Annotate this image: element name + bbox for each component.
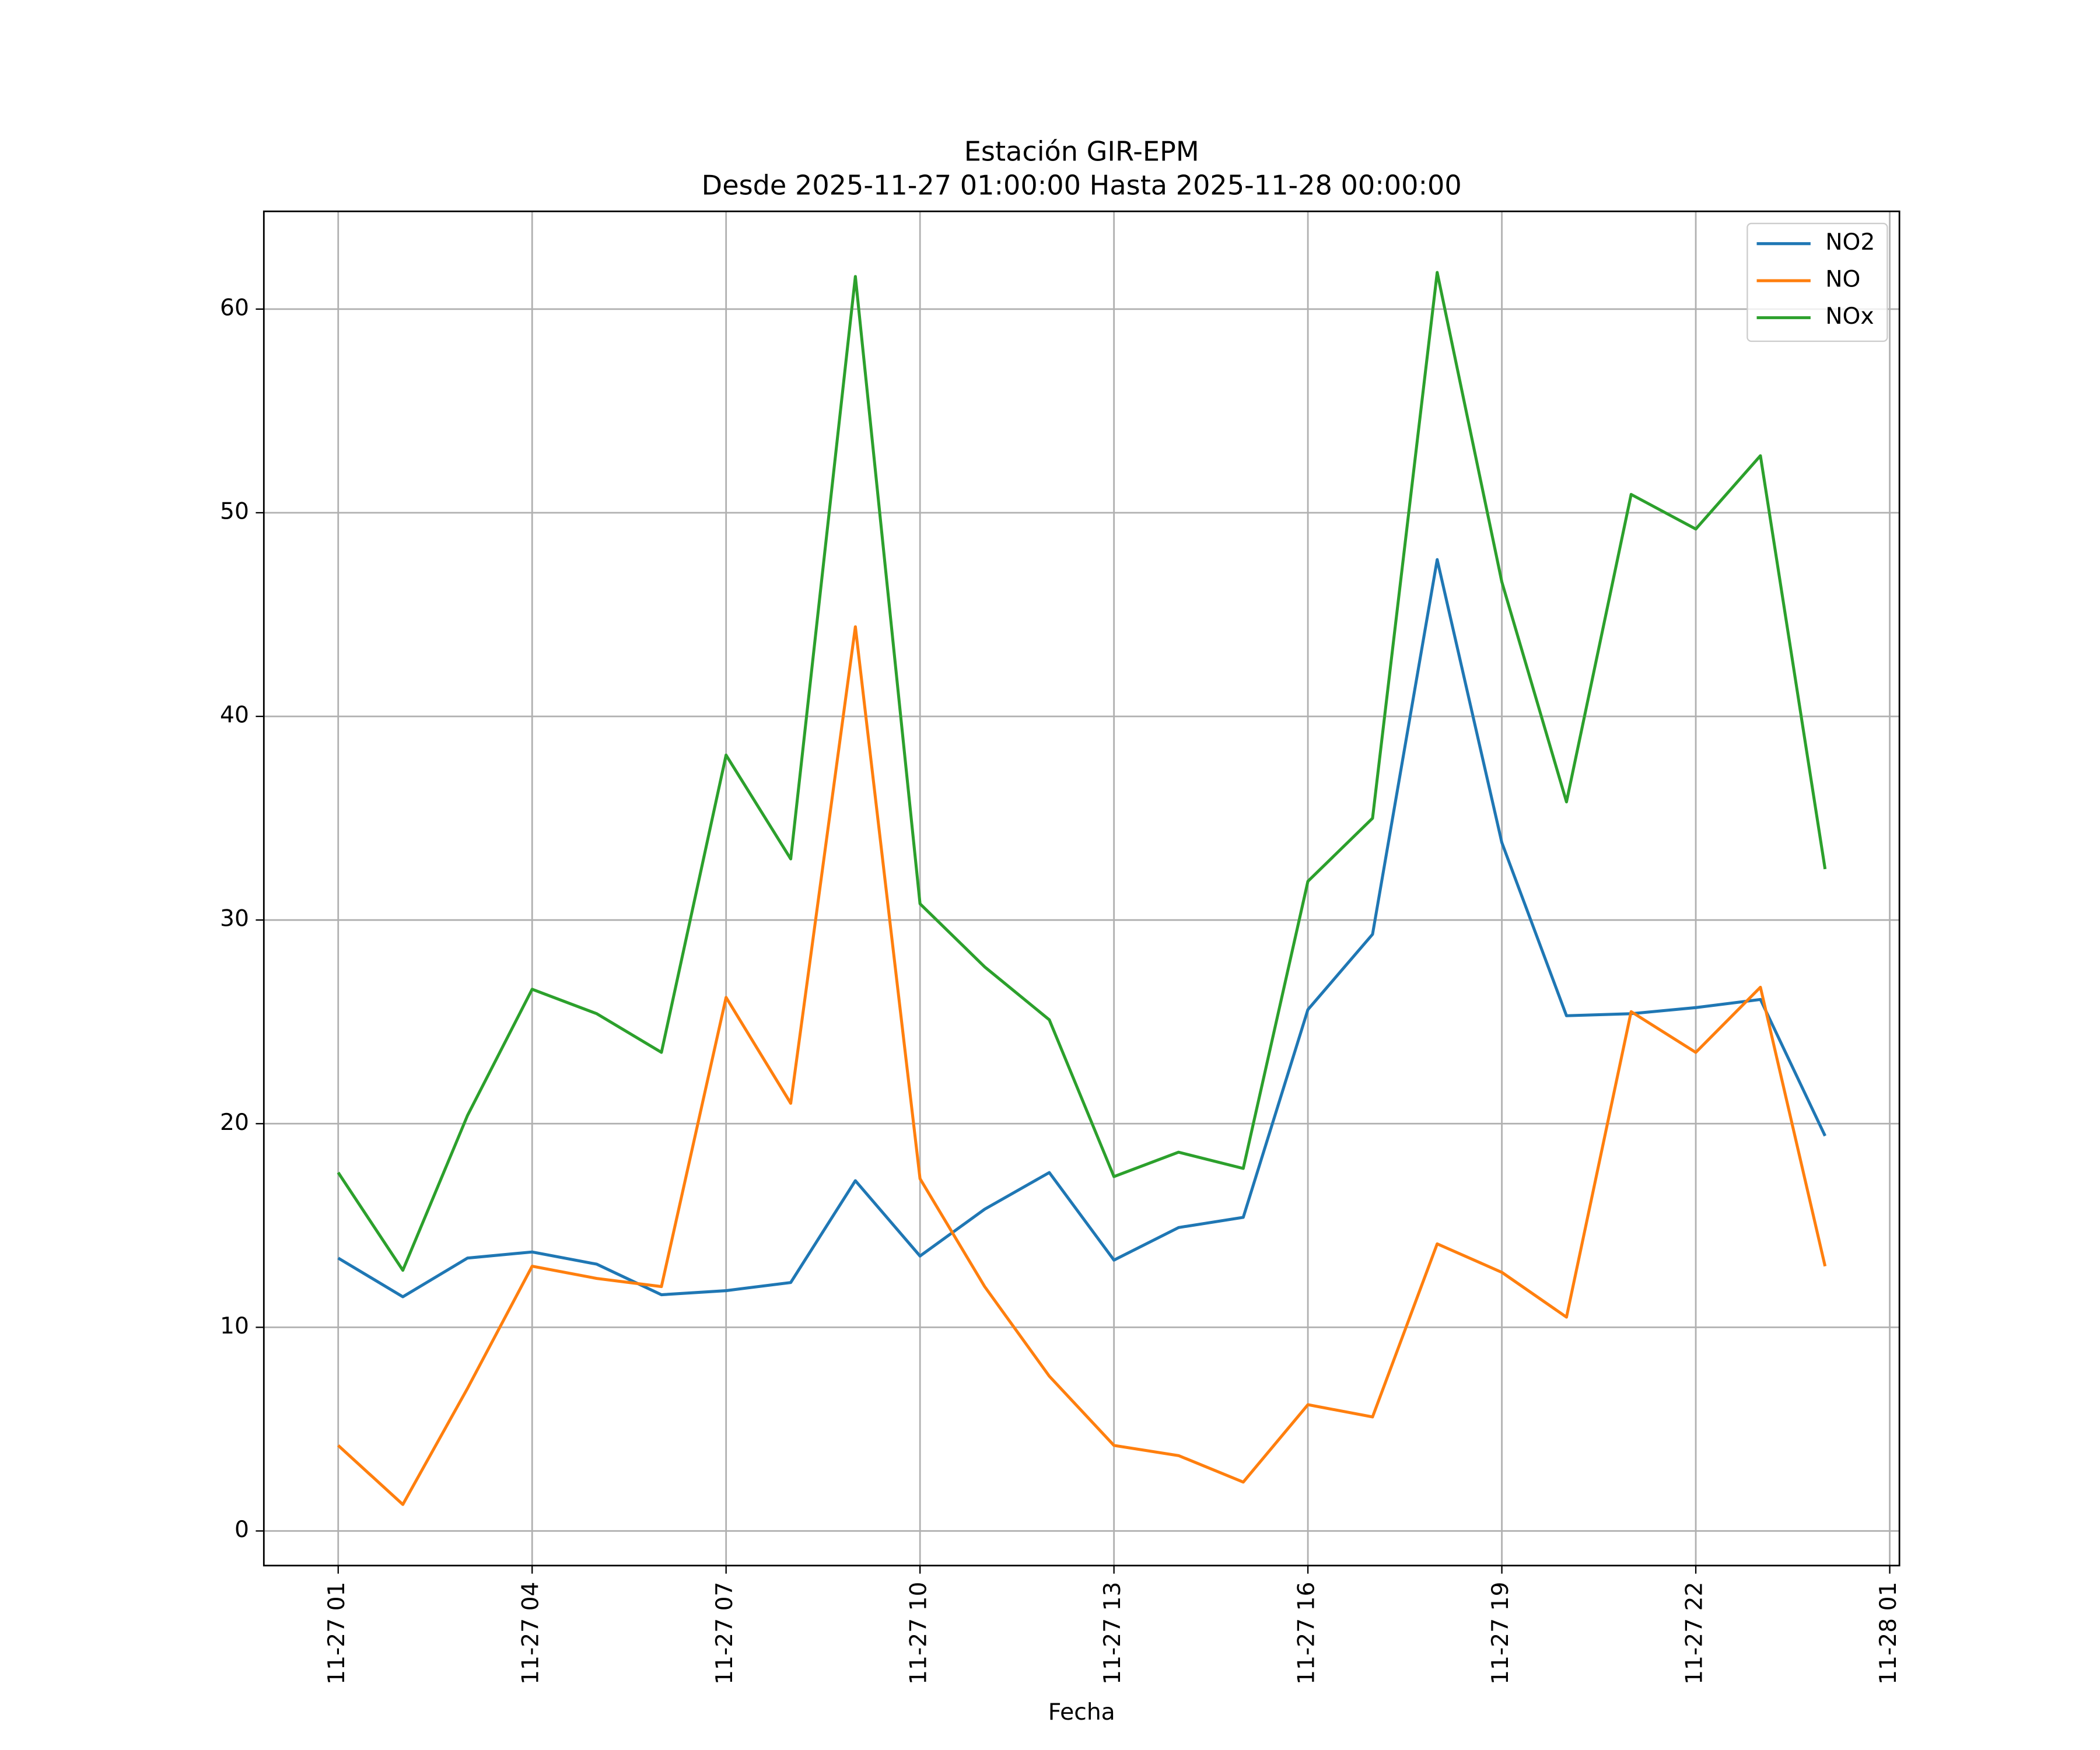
- legend-label: NOx: [1825, 303, 1874, 330]
- x-tick-label: 11-27 01: [324, 1582, 350, 1685]
- x-tick-label: 11-27 16: [1294, 1582, 1320, 1685]
- x-tick-label: 11-27 10: [906, 1582, 932, 1685]
- y-tick-label: 0: [235, 1517, 249, 1543]
- chart-title: Estación GIR-EPM: [964, 136, 1199, 167]
- data-line: [337, 625, 1827, 1506]
- x-tick-label: 11-27 13: [1100, 1582, 1126, 1685]
- y-tick-label: 40: [220, 702, 249, 729]
- x-axis-label: Fecha: [1048, 1699, 1115, 1726]
- data-line: [337, 271, 1827, 1272]
- y-tick-label: 50: [220, 498, 249, 524]
- legend-label: NO: [1825, 267, 1860, 293]
- x-tick-label: 11-27 19: [1488, 1582, 1514, 1685]
- x-tick-label: 11-27 07: [712, 1582, 738, 1685]
- data-line: [337, 558, 1826, 1298]
- y-tick-label: 20: [220, 1110, 249, 1136]
- legend-label: NO2: [1825, 229, 1875, 256]
- y-tick-label: 60: [220, 295, 249, 321]
- y-tick-label: 10: [220, 1313, 249, 1339]
- x-tick-label: 11-27 04: [518, 1582, 544, 1685]
- plot-frame: [262, 210, 1901, 1567]
- legend-box: [1746, 222, 1888, 342]
- chart-subtitle: Desde 2025-11-27 01:00:00 Hasta 2025-11-…: [702, 169, 1462, 201]
- y-tick-label: 30: [220, 906, 249, 932]
- x-tick-label: 11-28 01: [1875, 1582, 1902, 1685]
- x-tick-label: 11-27 22: [1682, 1582, 1708, 1685]
- legend: NO2 NO NOx: [1746, 222, 1888, 342]
